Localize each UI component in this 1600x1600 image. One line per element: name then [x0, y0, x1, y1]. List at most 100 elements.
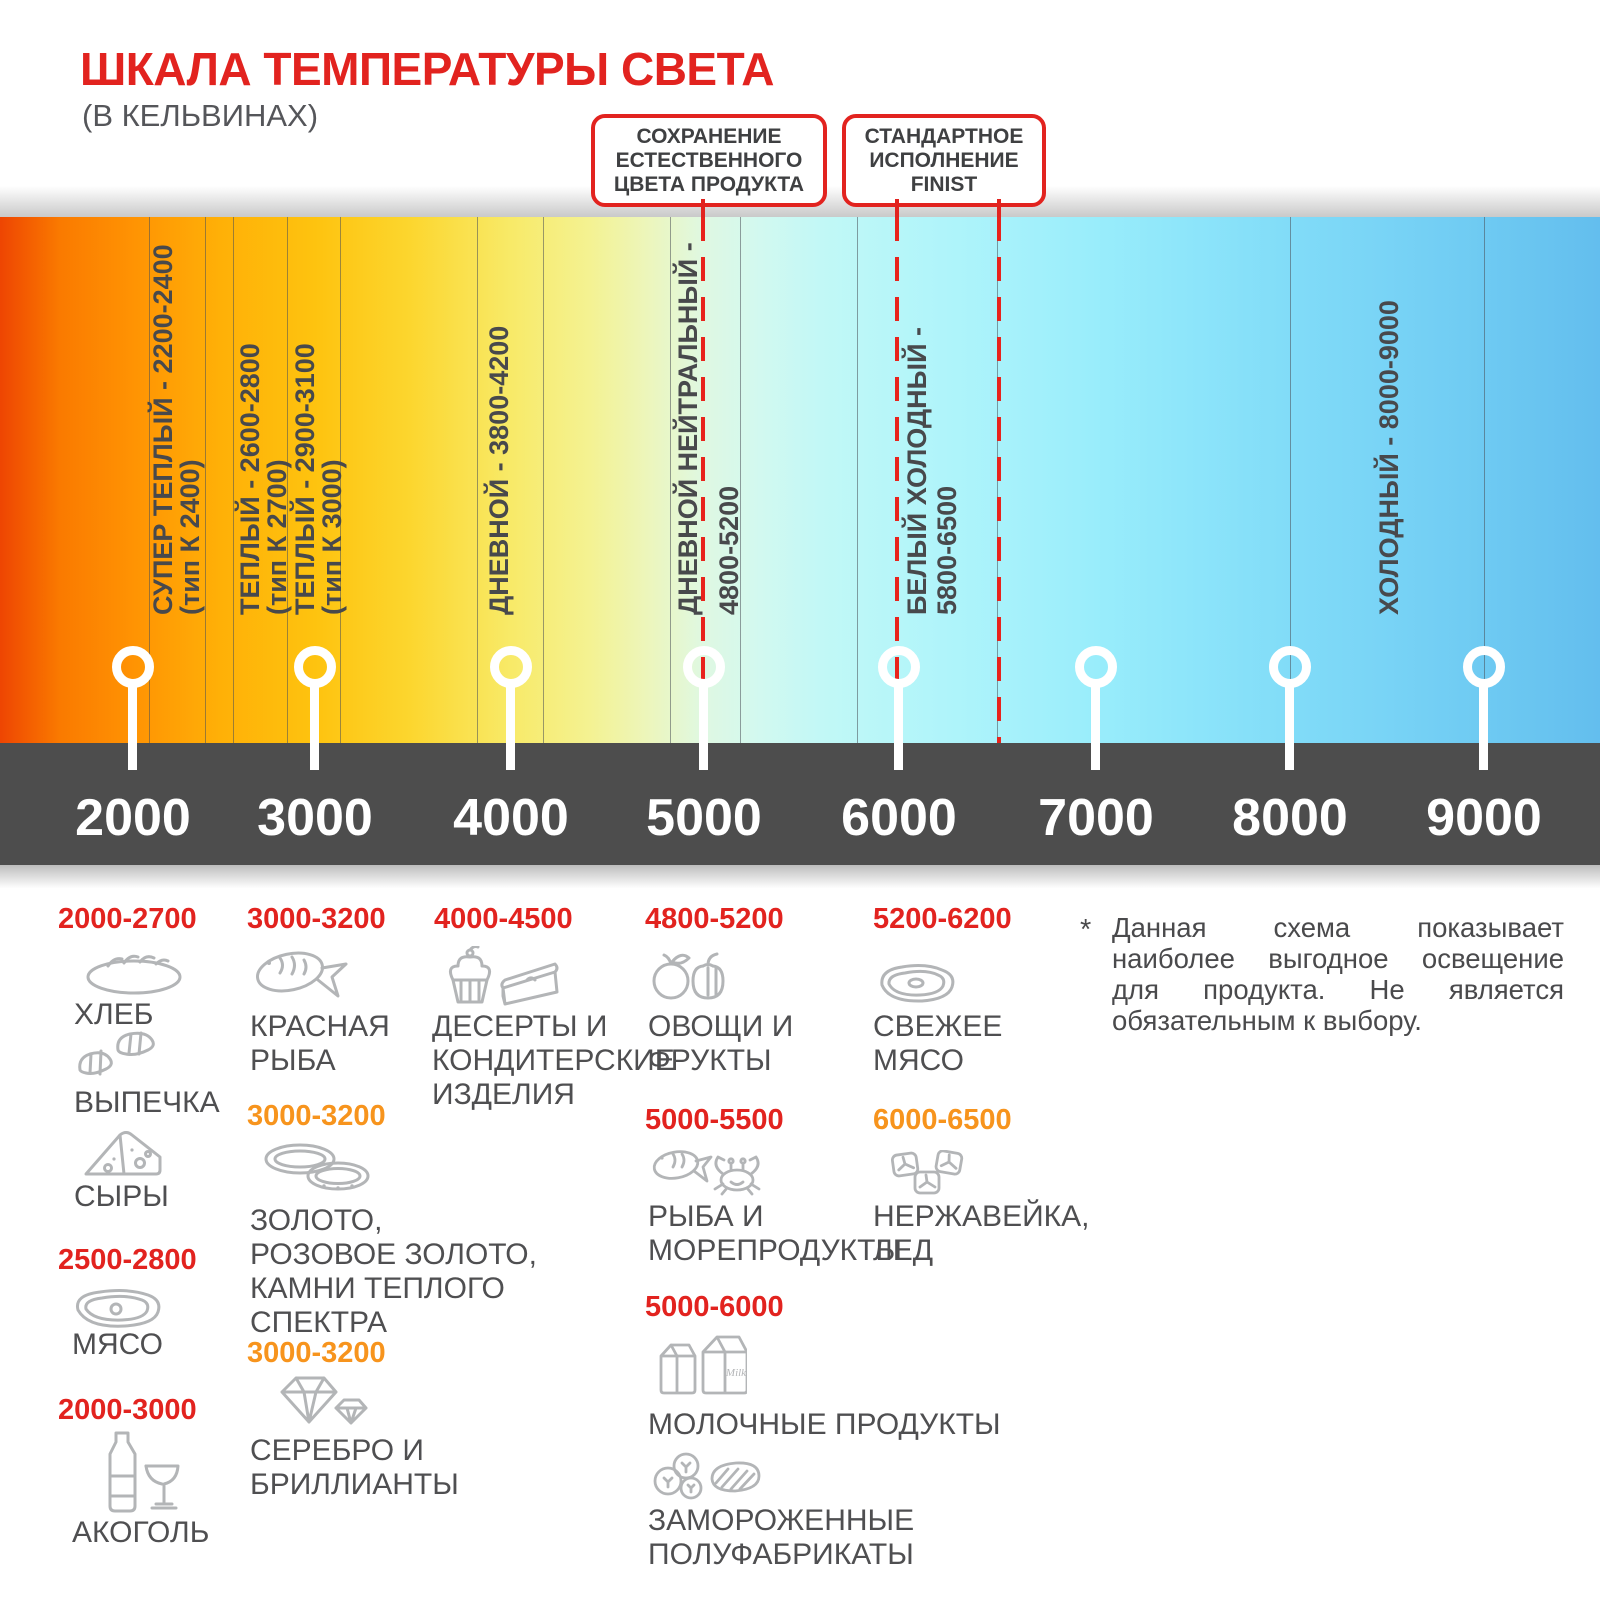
range-header: 5000-6000: [645, 1291, 784, 1323]
scale-marker-stem: [1285, 685, 1294, 770]
zone-label-daylight: ДНЕВНОЙ - 3800-4200: [484, 325, 514, 615]
callout-natural-color: СОХРАНЕНИЕ ЕСТЕСТВЕННОГО ЦВЕТА ПРОДУКТА: [591, 114, 827, 207]
desserts-icon: [443, 946, 561, 1008]
scale-marker-stem: [128, 685, 137, 770]
category-label: АКОГОЛЬ: [72, 1516, 210, 1549]
frozen-icon: [650, 1448, 762, 1502]
diamond-icon: [266, 1374, 371, 1426]
zone-label-cold: ХОЛОДНЫЙ - 8000-9000: [1374, 300, 1404, 615]
dashed-line-6000k: [895, 217, 899, 770]
scale-marker-3000: [294, 646, 336, 688]
cheese-icon: [82, 1128, 166, 1178]
tick-4000: 4000: [453, 789, 569, 847]
kelvin-axis-bar: 2000 3000 4000 5000 6000 7000 8000 9000: [0, 743, 1600, 865]
zone-boundary-line: [287, 217, 288, 743]
category-label: МОЛОЧНЫЕ ПРОДУКТЫ: [648, 1408, 1001, 1441]
tick-7000: 7000: [1038, 789, 1154, 847]
callout-leg: [895, 199, 899, 218]
zone-label-cool-white: БЕЛЫЙ ХОЛОДНЫЙ -5800-6500: [902, 327, 962, 615]
meat-icon: [70, 1284, 165, 1330]
category-label: ОВОЩИ И ФРУКТЫ: [648, 1010, 794, 1077]
callout-finist-standard: СТАНДАРТНОЕ ИСПОЛНЕНИЕ FINIST: [842, 114, 1046, 207]
range-header: 5000-5500: [645, 1104, 784, 1136]
zone-boundary-line: [857, 217, 858, 743]
zone-boundary-line: [1484, 217, 1485, 743]
dashed-line-6500k: [997, 217, 1001, 743]
zone-boundary-line: [233, 217, 234, 743]
category-label: ЗОЛОТО, РОЗОВОЕ ЗОЛОТО, КАМНИ ТЕПЛОГО СП…: [250, 1204, 537, 1339]
scale-marker-2000: [112, 646, 154, 688]
seafood-icon: [649, 1140, 761, 1196]
category-label: РЫБА И МОРЕПРОДУКТЫ: [648, 1200, 903, 1267]
zone-boundary-line: [670, 217, 671, 743]
scale-marker-9000: [1463, 646, 1505, 688]
category-label: СЫРЫ: [74, 1180, 169, 1213]
alcohol-icon: [92, 1430, 184, 1514]
category-label: ВЫПЕЧКА: [74, 1086, 220, 1119]
zone-boundary-line: [205, 217, 206, 743]
fish-icon: [250, 946, 350, 1004]
callout-leg: [997, 199, 1001, 218]
range-header: 3000-3200: [247, 903, 386, 935]
milk-carton-text: Milk: [725, 1367, 747, 1379]
category-label: ДЕСЕРТЫ И КОНДИТЕРСКИЕ ИЗДЕЛИЯ: [432, 1010, 675, 1111]
scale-marker-stem: [1091, 685, 1100, 770]
zone-boundary-line: [477, 217, 478, 743]
zone-label-daylight-neutral: ДНЕВНОЙ НЕЙТРАЛЬНЫЙ -4800-5200: [673, 242, 744, 615]
tick-6000: 6000: [841, 789, 957, 847]
tick-8000: 8000: [1232, 789, 1348, 847]
range-header: 2000-2700: [58, 903, 197, 935]
produce-icon: [649, 944, 727, 1002]
scale-marker-6000: [878, 646, 920, 688]
zone-boundary-line: [340, 217, 341, 743]
category-label: НЕРЖАВЕЙКА, ЛЕД: [873, 1200, 1090, 1267]
zone-boundary-line: [740, 217, 741, 743]
scale-marker-7000: [1075, 646, 1117, 688]
bottom-shadow-strip: [0, 865, 1600, 891]
category-label: КРАСНАЯ РЫБА: [250, 1010, 390, 1077]
dashed-line-5000k: [701, 217, 705, 770]
bread-icon: [84, 950, 184, 996]
category-label: СЕРЕБРО И БРИЛЛИАНТЫ: [250, 1434, 459, 1501]
range-header: 3000-3200: [247, 1100, 386, 1132]
range-header: 4000-4500: [434, 903, 573, 935]
range-header: 4800-5200: [645, 903, 784, 935]
page-title: ШКАЛА ТЕМПЕРАТУРЫ СВЕТА: [80, 43, 775, 95]
scale-marker-stem: [1479, 685, 1488, 770]
tick-9000: 9000: [1426, 789, 1542, 847]
temperature-gradient-band: [0, 217, 1600, 743]
scale-marker-4000: [490, 646, 532, 688]
pastry-icon: [74, 1030, 178, 1082]
tick-3000: 3000: [257, 789, 373, 847]
category-label: СВЕЖЕЕ МЯСО: [873, 1010, 1003, 1077]
dairy-icon: Milk: [655, 1330, 747, 1398]
zone-label-warm-2700: ТЕПЛЫЙ - 2600-2800 (тип К 2700): [235, 343, 292, 615]
footnote-marker: *: [1080, 914, 1092, 946]
zone-boundary-line: [543, 217, 544, 743]
ice-icon: [891, 1150, 973, 1196]
tick-5000: 5000: [646, 789, 762, 847]
scale-marker-stem: [894, 685, 903, 770]
rings-icon: [256, 1140, 376, 1192]
range-header: 2500-2800: [58, 1244, 197, 1276]
range-header: 3000-3200: [247, 1337, 386, 1369]
range-header: 6000-6500: [873, 1104, 1012, 1136]
zone-label-super-warm: СУПЕР ТЕПЛЫЙ - 2200-2400 (тип К 2400): [148, 244, 205, 615]
scale-marker-8000: [1269, 646, 1311, 688]
tick-2000: 2000: [75, 789, 191, 847]
page-subtitle: (В КЕЛЬВИНАХ): [82, 98, 319, 133]
fresh-meat-icon: [876, 958, 958, 1008]
range-header: 5200-6200: [873, 903, 1012, 935]
zone-boundary-line: [1290, 217, 1291, 743]
scale-marker-stem: [506, 685, 515, 770]
range-header: 2000-3000: [58, 1394, 197, 1426]
category-label: ЗАМОРОЖЕННЫЕ ПОЛУФАБРИКАТЫ: [648, 1504, 915, 1571]
scale-marker-stem: [699, 685, 708, 770]
category-label: ХЛЕБ: [74, 998, 154, 1031]
category-label: МЯСО: [72, 1328, 163, 1361]
footnote-text: Данная схема показывает наиболее выгодно…: [1112, 912, 1564, 1036]
scale-marker-stem: [310, 685, 319, 770]
scale-marker-5000: [683, 646, 725, 688]
zone-label-warm-3000: ТЕПЛЫЙ - 2900-3100 (тип К 3000): [290, 343, 347, 615]
